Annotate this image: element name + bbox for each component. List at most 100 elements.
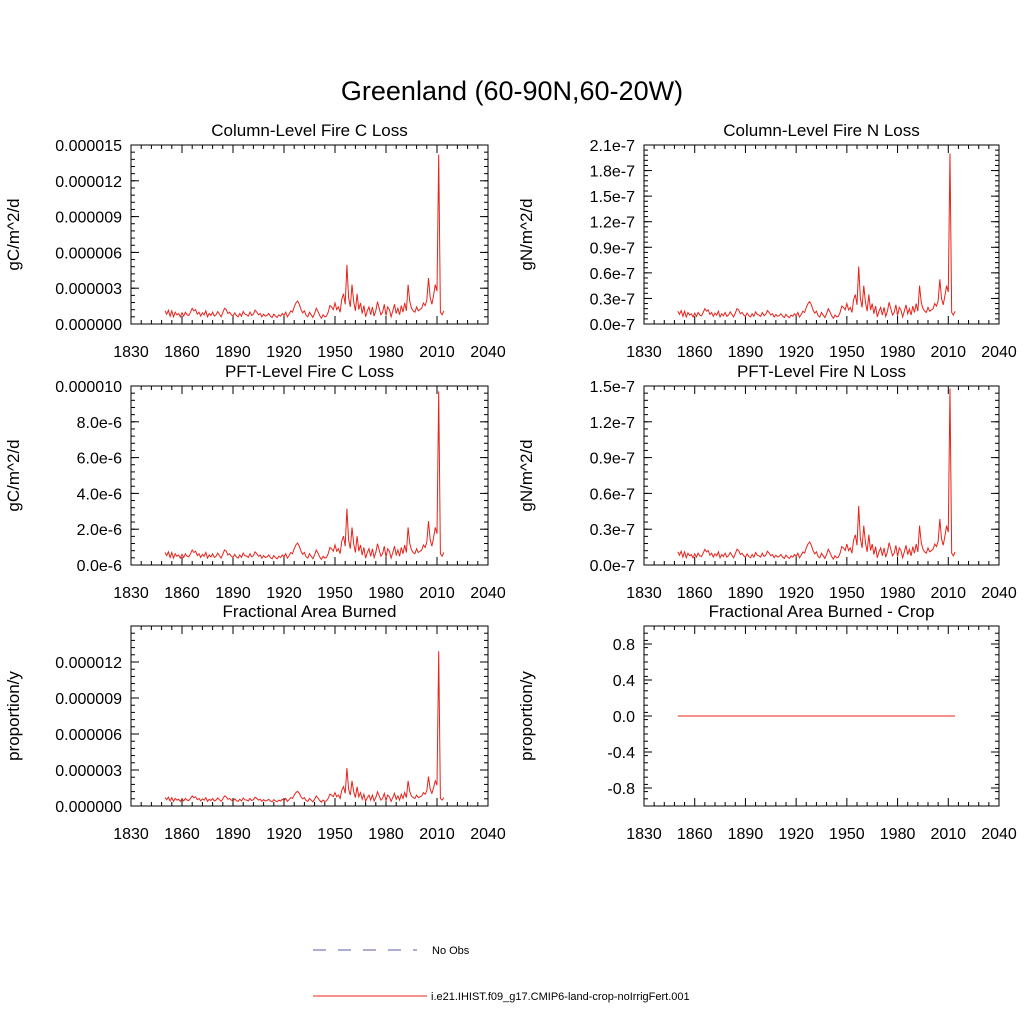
panel-title: Fractional Area Burned xyxy=(223,602,397,621)
x-tick-label: 1860 xyxy=(164,344,200,361)
y-tick-label: 0.000006 xyxy=(55,727,122,744)
x-tick-label: 2040 xyxy=(981,344,1017,361)
y-axis-label: proportion/y xyxy=(4,671,23,761)
x-tick-label: 1950 xyxy=(317,344,353,361)
y-tick-label: 0.8 xyxy=(613,637,635,654)
y-tick-label: 1.5e-7 xyxy=(590,189,635,206)
panels: Column-Level Fire C Loss gC/m^2/d 1830 1860… xyxy=(4,121,1017,843)
x-tick-label: 1980 xyxy=(368,826,404,843)
x-tick-label: 1950 xyxy=(829,344,865,361)
x-tick-label: 1890 xyxy=(215,826,251,843)
legend-obs-label: No Obs xyxy=(432,945,470,957)
x-tick-label: 2040 xyxy=(470,344,506,361)
y-tick-label: 0.4 xyxy=(613,673,635,690)
plot-frame xyxy=(130,625,489,807)
y-tick-label: 0.000009 xyxy=(55,210,122,227)
y-tick-label: 0.6e-7 xyxy=(590,486,635,503)
y-axis-label: proportion/y xyxy=(517,671,536,761)
x-tick-label: 1920 xyxy=(778,585,814,602)
x-tick-label: 2040 xyxy=(981,585,1017,602)
y-tick-label: 0.3e-7 xyxy=(590,522,635,539)
x-tick-label: 1830 xyxy=(626,585,662,602)
y-tick-label: 0.3e-7 xyxy=(590,291,635,308)
y-tick-label: 0.000010 xyxy=(55,379,122,396)
y-tick-label: 0.6e-7 xyxy=(590,266,635,283)
x-tick-label: 1860 xyxy=(164,585,200,602)
x-tick-label: 1980 xyxy=(880,585,916,602)
y-axis-label: gN/m^2/d xyxy=(517,198,536,270)
panel-title: Column-Level Fire C Loss xyxy=(211,121,408,140)
x-tick-label: 1950 xyxy=(829,826,865,843)
x-tick-label: 1950 xyxy=(317,585,353,602)
y-tick-label: 0.000003 xyxy=(55,281,122,298)
panel-p2: Column-Level Fire N Loss gN/m^2/d 1830 1860… xyxy=(517,121,1017,361)
panel-p1: Column-Level Fire C Loss gC/m^2/d 1830 1860… xyxy=(4,121,506,361)
x-tick-label: 1920 xyxy=(778,826,814,843)
x-tick-label: 2040 xyxy=(470,826,506,843)
y-tick-label: 1.2e-7 xyxy=(590,415,635,432)
series-line xyxy=(164,391,445,561)
x-tick-label: 1830 xyxy=(626,826,662,843)
panel-title: Fractional Area Burned - Crop xyxy=(709,602,935,621)
y-axis-label: gC/m^2/d xyxy=(4,198,23,270)
x-tick-label: 1920 xyxy=(778,344,814,361)
x-tick-label: 1890 xyxy=(728,585,764,602)
y-tick-label: 0.000000 xyxy=(55,317,122,334)
panel-title: Column-Level Fire N Loss xyxy=(723,121,920,140)
x-tick-label: 1830 xyxy=(113,585,149,602)
y-tick-label: 1.8e-7 xyxy=(590,164,635,181)
y-tick-label: 0.000012 xyxy=(55,655,122,672)
series-line xyxy=(164,651,445,803)
x-tick-label: 2010 xyxy=(419,826,455,843)
x-tick-label: 1920 xyxy=(266,585,302,602)
panel-title: PFT-Level Fire C Loss xyxy=(225,362,394,381)
series-line xyxy=(677,153,956,320)
y-tick-label: 0.000003 xyxy=(55,763,122,780)
x-tick-label: 1890 xyxy=(728,344,764,361)
series-line xyxy=(677,388,956,561)
y-tick-label: 0.0e-7 xyxy=(590,558,635,575)
x-tick-label: 1830 xyxy=(113,344,149,361)
y-axis-label: gN/m^2/d xyxy=(517,439,536,511)
x-tick-label: 1830 xyxy=(113,826,149,843)
x-tick-label: 1860 xyxy=(164,826,200,843)
panel-p5: Fractional Area Burned proportion/y 1830 18… xyxy=(4,602,506,843)
x-tick-label: 2010 xyxy=(930,826,966,843)
x-tick-label: 1980 xyxy=(368,344,404,361)
y-tick-label: 0.000012 xyxy=(55,174,122,191)
y-tick-label: 0.9e-7 xyxy=(590,451,635,468)
x-tick-label: 2040 xyxy=(981,826,1017,843)
x-tick-label: 2040 xyxy=(470,585,506,602)
x-tick-label: 1860 xyxy=(677,826,713,843)
plot-frame xyxy=(643,144,1000,325)
y-tick-label: 1.2e-7 xyxy=(590,215,635,232)
x-tick-label: 1890 xyxy=(215,585,251,602)
x-tick-label: 1980 xyxy=(880,826,916,843)
x-tick-label: 2010 xyxy=(419,585,455,602)
legend: No Obs i.e21.IHIST.f09_g17.CMIP6-land-cr… xyxy=(313,945,690,1003)
x-tick-label: 1830 xyxy=(626,344,662,361)
panel-p6: Fractional Area Burned - Crop proportion/… xyxy=(517,602,1017,843)
y-tick-label: 4.0e-6 xyxy=(77,486,122,503)
x-tick-label: 1920 xyxy=(266,826,302,843)
y-tick-label: 0.9e-7 xyxy=(590,240,635,257)
x-tick-label: 1860 xyxy=(677,344,713,361)
x-tick-label: 1980 xyxy=(368,585,404,602)
y-tick-label: 0.0 xyxy=(613,709,635,726)
series-line xyxy=(164,154,445,320)
y-tick-label: 0.000015 xyxy=(55,138,122,155)
plot-frame xyxy=(130,144,489,325)
y-tick-label: 0.0e-6 xyxy=(77,558,122,575)
x-tick-label: 1890 xyxy=(215,344,251,361)
panel-p4: PFT-Level Fire N Loss gN/m^2/d 1830 1860 189… xyxy=(517,362,1017,602)
y-tick-label: 0.000009 xyxy=(55,691,122,708)
y-tick-label: 6.0e-6 xyxy=(77,451,122,468)
y-tick-label: -0.8 xyxy=(607,781,635,798)
x-tick-label: 1920 xyxy=(266,344,302,361)
y-tick-label: 0.000000 xyxy=(55,799,122,816)
x-tick-label: 1860 xyxy=(677,585,713,602)
plot-frame xyxy=(643,385,1000,566)
y-tick-label: 1.5e-7 xyxy=(590,379,635,396)
x-tick-label: 1980 xyxy=(880,344,916,361)
